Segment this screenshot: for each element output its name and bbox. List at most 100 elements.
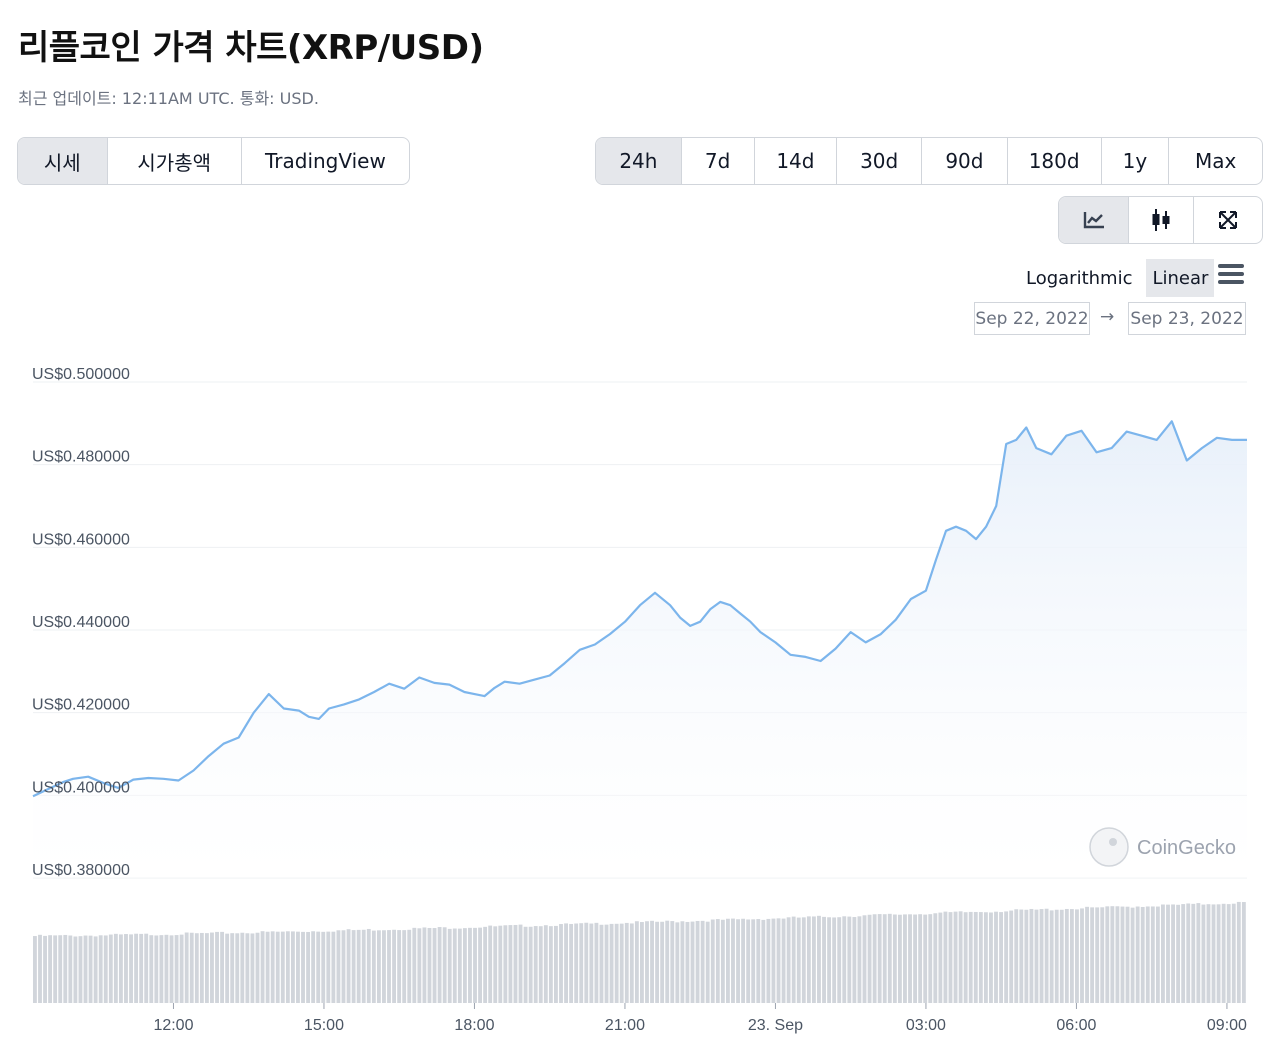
volume-bar: [680, 921, 685, 1003]
linear-scale-button[interactable]: Linear: [1146, 259, 1215, 297]
x-tick-label: 21:00: [605, 1017, 645, 1034]
volume-bar: [1201, 904, 1206, 1003]
volume-bar: [457, 928, 462, 1003]
volume-bar: [392, 929, 396, 1003]
x-tick-label: 12:00: [153, 1017, 193, 1034]
date-to-input[interactable]: Sep 23, 2022: [1128, 302, 1246, 335]
volume-bar: [791, 916, 796, 1003]
volume-bar: [523, 926, 528, 1003]
volume-bar: [498, 925, 503, 1003]
line-chart-icon: [1083, 212, 1104, 229]
volume-bar: [220, 931, 225, 1003]
price-line: [32, 420, 1247, 798]
volume-bar: [397, 930, 402, 1003]
range-14d-button[interactable]: 14d: [755, 138, 838, 184]
volume-bar: [1171, 904, 1175, 1003]
price-chart: US$0.500000 US$0.480000 US$0.460000 US$0.44…: [32, 366, 1247, 1034]
range-180d-button[interactable]: 180d: [1008, 138, 1102, 184]
volume-bar: [999, 912, 1003, 1003]
volume-bar: [265, 931, 270, 1003]
volume-bar: [953, 911, 958, 1003]
range-1y-button[interactable]: 1y: [1102, 138, 1170, 184]
volume-bar: [983, 912, 988, 1003]
volume-bar: [564, 923, 568, 1003]
volume-bar: [756, 919, 761, 1003]
volume-bar: [159, 935, 164, 1003]
x-tick-label: 06:00: [1056, 1017, 1096, 1034]
volume-bar: [270, 931, 275, 1003]
volume-bar: [164, 934, 169, 1003]
chart-menu-icon[interactable]: [1218, 264, 1244, 286]
volume-bar: [1069, 909, 1074, 1003]
volume-bar: [1095, 907, 1100, 1003]
volume-bar: [690, 921, 695, 1003]
volume-bar: [973, 911, 978, 1003]
volume-bar: [296, 931, 300, 1003]
volume-bar: [528, 926, 533, 1003]
volume-bar: [579, 923, 584, 1003]
volume-bar: [989, 912, 993, 1003]
volume-bar: [48, 935, 53, 1003]
volume-bar: [594, 922, 599, 1003]
volume-bar: [301, 931, 305, 1003]
volume-bar: [887, 913, 892, 1003]
fullscreen-button[interactable]: [1194, 197, 1262, 243]
volume-bar: [366, 928, 371, 1003]
volume-bar: [624, 922, 629, 1003]
volume-bar: [650, 920, 654, 1003]
volume-bar: [852, 917, 857, 1003]
volume-bar: [675, 922, 680, 1003]
volume-bar: [412, 927, 417, 1003]
volume-bar: [837, 917, 842, 1003]
volume-bar: [645, 921, 649, 1003]
range-max-button[interactable]: Max: [1194, 149, 1237, 173]
volume-bar: [326, 931, 331, 1003]
volume-bar: [189, 932, 194, 1003]
volume-bar: [1049, 910, 1054, 1003]
candlestick-button[interactable]: [1129, 197, 1194, 243]
tab-market-cap[interactable]: 시가총액: [108, 138, 242, 184]
volume-bar: [1054, 909, 1059, 1003]
volume-bar: [761, 919, 766, 1003]
volume-bar: [1241, 902, 1246, 1003]
volume-bar: [1029, 908, 1034, 1003]
range-7d-button[interactable]: 7d: [682, 138, 755, 184]
volume-bar: [468, 927, 472, 1003]
volume-bar: [1206, 904, 1211, 1003]
volume-bar: [1090, 907, 1095, 1003]
volume-bar: [83, 935, 88, 1003]
volume-bar: [447, 928, 452, 1003]
volume-bar: [897, 914, 902, 1003]
tab-price[interactable]: 시세: [18, 138, 108, 184]
line-chart-button[interactable]: [1059, 197, 1129, 243]
volume-bar: [53, 935, 58, 1003]
volume-bar: [1166, 904, 1170, 1003]
volume-bar: [1064, 908, 1069, 1003]
range-90d-button[interactable]: 90d: [922, 138, 1008, 184]
tab-tradingview[interactable]: TradingView: [265, 149, 386, 173]
volume-bar: [1009, 910, 1014, 1003]
page-title: 리플코인 가격 차트(XRP/USD): [18, 28, 484, 68]
range-24h-button[interactable]: 24h: [596, 138, 682, 184]
volume-bar: [33, 936, 37, 1003]
volume-bar: [1019, 909, 1024, 1003]
date-from-input[interactable]: Sep 22, 2022: [974, 302, 1090, 335]
x-tick-label: 09:00: [1207, 1017, 1247, 1034]
volume-bar: [731, 918, 735, 1003]
range-30d-button[interactable]: 30d: [837, 138, 923, 184]
volume-bar: [543, 925, 548, 1003]
volume-bar: [710, 919, 715, 1003]
volume-bar: [958, 911, 963, 1003]
volume-bar: [665, 920, 670, 1003]
volume-bar: [776, 918, 781, 1003]
volume-bar: [867, 914, 872, 1003]
volume-bar: [1059, 909, 1064, 1003]
logarithmic-scale-button[interactable]: Logarithmic: [1026, 267, 1133, 289]
volume-bar: [933, 913, 938, 1003]
y-axis-labels: US$0.500000 US$0.480000 US$0.460000 US$0.44…: [32, 366, 130, 879]
watermark-text: CoinGecko: [1137, 837, 1236, 859]
volume-bar: [452, 928, 457, 1003]
volume-bar: [103, 935, 108, 1003]
volume-bar: [806, 916, 811, 1003]
volume-bar: [741, 918, 746, 1003]
